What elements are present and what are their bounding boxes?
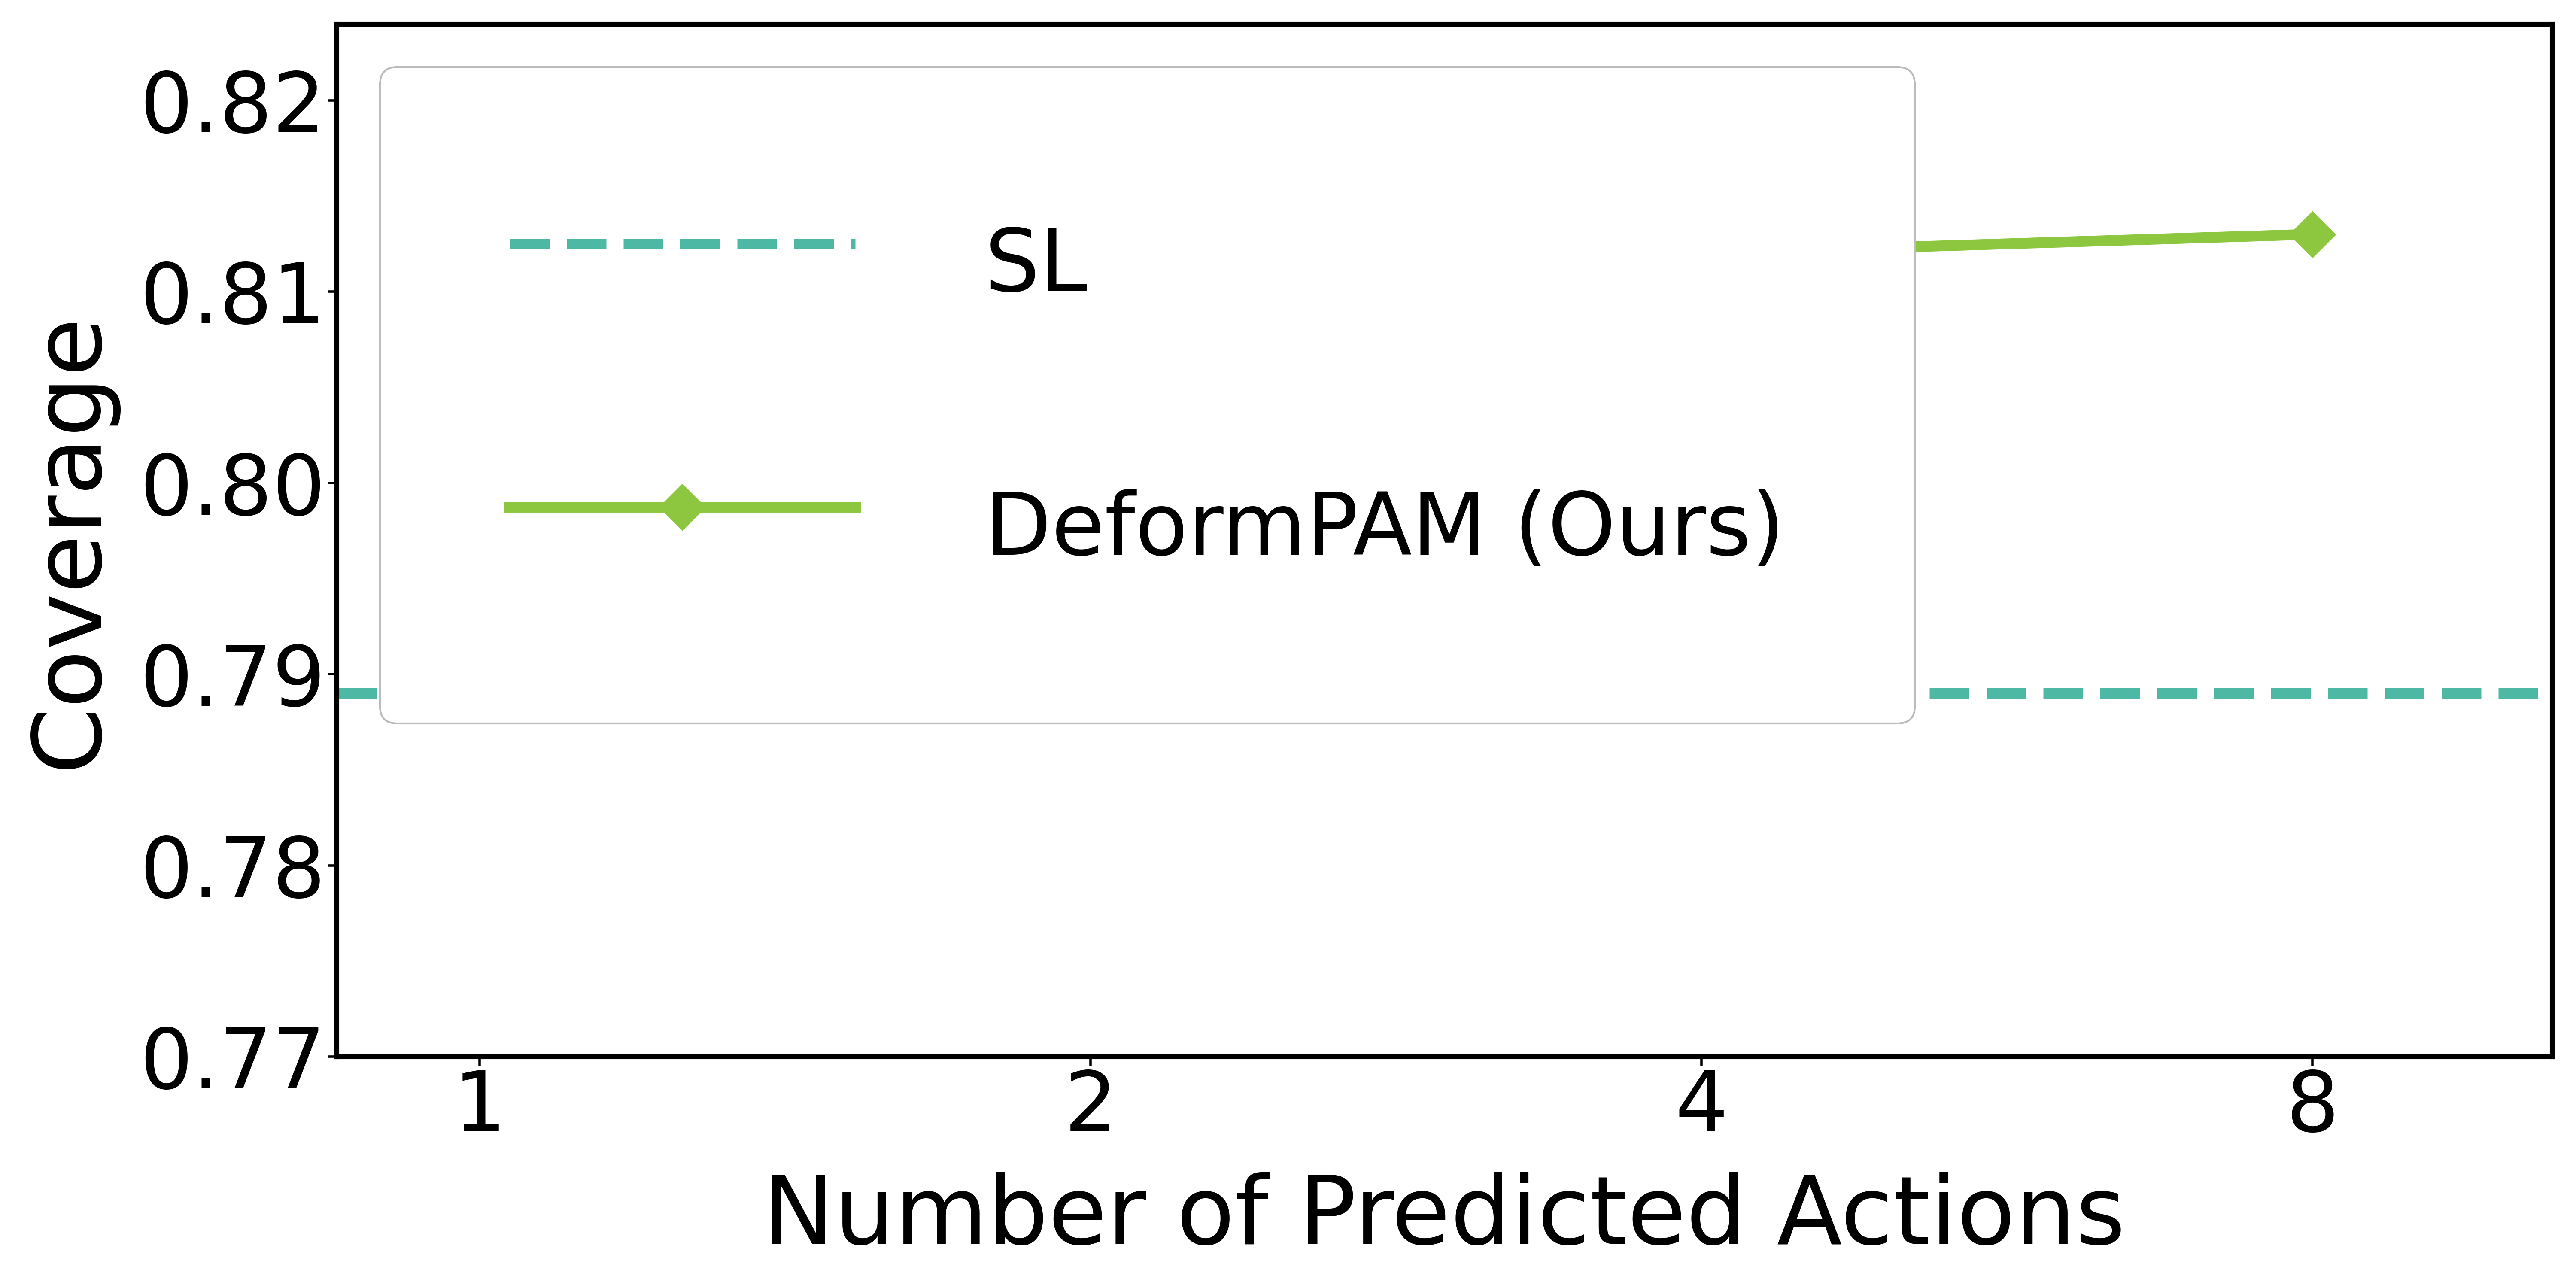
- DeformPAM (Ours): [1074, 399, 1105, 415]
- Y-axis label: Coverage: Coverage: [23, 312, 116, 769]
- Legend: SL, DeformPAM (Ours): SL, DeformPAM (Ours): [379, 67, 1914, 724]
- SL: [464, 685, 495, 701]
- Line: DeformPAM (Ours): DeformPAM (Ours): [464, 218, 2329, 710]
- DeformPAM (Ours): [464, 685, 495, 701]
- DeformPAM (Ours): [1687, 246, 1718, 261]
- DeformPAM (Ours): [2298, 227, 2329, 242]
- X-axis label: Number of Predicted Actions: Number of Predicted Actions: [762, 1172, 2125, 1264]
